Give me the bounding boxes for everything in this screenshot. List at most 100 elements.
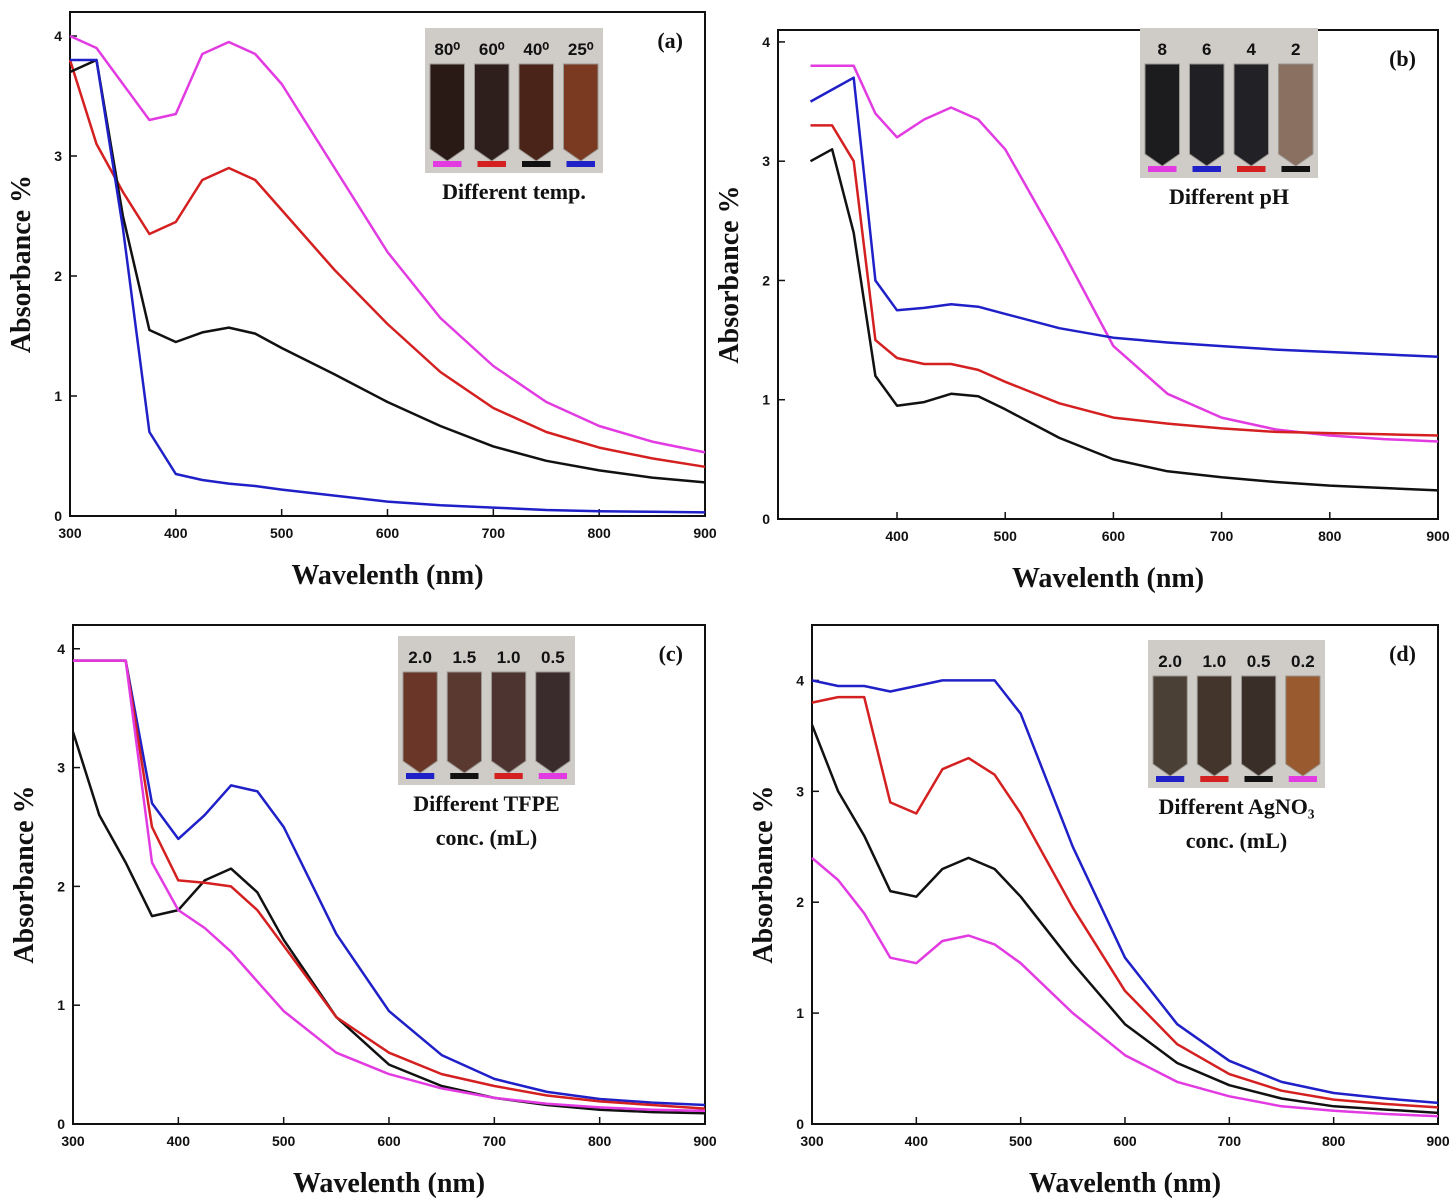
legend-label: 4	[1247, 40, 1257, 59]
spectrum-line	[70, 58, 706, 514]
vial	[1196, 675, 1232, 777]
y-tick-label: 1	[57, 997, 65, 1013]
x-tick-label: 700	[1218, 1133, 1242, 1149]
x-tick-label: 800	[1322, 1133, 1346, 1149]
vial	[1233, 63, 1269, 167]
x-axis-label: Wavelenth (nm)	[293, 1168, 485, 1199]
x-tick-label: 300	[61, 1133, 85, 1149]
plot-frame	[72, 624, 706, 1125]
legend-label: 60⁰	[479, 40, 505, 59]
spectrum-line	[73, 659, 706, 1113]
spectrum-line	[810, 64, 1439, 443]
spectrum-line	[71, 731, 706, 1115]
y-tick-label: 2	[796, 894, 804, 910]
y-tick-label: 0	[796, 1116, 804, 1132]
y-tick-label: 4	[762, 34, 770, 50]
x-tick-label: 800	[1318, 528, 1342, 544]
legend-label: 1.0	[1203, 652, 1227, 671]
panel-label: (c)	[659, 641, 683, 666]
x-tick-label: 800	[587, 525, 611, 541]
vial	[1241, 675, 1277, 777]
legend-swatch	[433, 161, 462, 167]
vial	[563, 63, 599, 162]
legend-label: 1.5	[453, 648, 477, 667]
legend-label: 80⁰	[434, 40, 460, 59]
spectrum-line	[809, 148, 1439, 492]
inset-caption: Different pH	[1169, 184, 1289, 209]
legend-label: 1.0	[497, 648, 521, 667]
panel-label: (d)	[1389, 641, 1416, 666]
x-tick-label: 500	[994, 528, 1018, 544]
x-tick-label: 700	[483, 1133, 507, 1149]
legend-label: 2.0	[408, 648, 432, 667]
legend-label: 6	[1202, 40, 1211, 59]
y-tick-label: 2	[54, 268, 62, 284]
spectrum-line	[68, 59, 706, 469]
panel-label: (a)	[657, 28, 683, 53]
spectrum-line	[809, 76, 1439, 359]
vial	[429, 63, 465, 162]
legend-label: 25⁰	[568, 40, 594, 59]
y-tick-label: 2	[57, 878, 65, 894]
legend-label: 0.2	[1291, 652, 1315, 671]
y-tick-label: 4	[796, 672, 804, 688]
y-axis-label: Absorbance %	[748, 785, 779, 963]
spectrum-line	[73, 659, 706, 1107]
vial	[1152, 675, 1188, 777]
plot-frame	[69, 11, 706, 517]
y-axis-label: Absorbance %	[9, 785, 40, 963]
x-tick-label: 600	[376, 525, 400, 541]
legend-label: 40⁰	[523, 40, 549, 59]
spectrum-line	[811, 695, 1439, 1109]
vial	[535, 671, 571, 774]
y-tick-label: 3	[762, 153, 770, 169]
legend-swatch	[1244, 776, 1273, 782]
y-tick-label: 0	[54, 508, 62, 524]
x-tick-label: 700	[1210, 528, 1234, 544]
x-tick-label: 400	[905, 1133, 929, 1149]
vial	[1278, 63, 1314, 167]
legend-swatch	[1200, 776, 1229, 782]
legend-label: 2.0	[1158, 652, 1182, 671]
panel-label: (b)	[1389, 46, 1416, 71]
spectrum-line	[811, 679, 1439, 1105]
y-tick-label: 3	[796, 783, 804, 799]
y-tick-label: 1	[796, 1005, 804, 1021]
spectrum-line	[73, 659, 706, 1110]
inset-caption: Different TFPE	[413, 791, 559, 816]
x-tick-label: 300	[58, 525, 82, 541]
vial	[1285, 675, 1321, 777]
inset-caption: Different temp.	[442, 179, 586, 204]
legend-swatch	[1156, 776, 1185, 782]
x-axis-label: Wavelenth (nm)	[1029, 1168, 1221, 1199]
spectrum-line	[810, 724, 1439, 1115]
x-tick-label: 900	[693, 1133, 717, 1149]
spectrum-line	[69, 58, 706, 484]
y-tick-label: 3	[57, 760, 65, 776]
y-tick-label: 1	[762, 392, 770, 408]
legend-swatch	[522, 161, 551, 167]
x-tick-label: 400	[164, 525, 188, 541]
vial	[402, 671, 438, 774]
legend-swatch	[1237, 166, 1266, 172]
legend-swatch	[566, 161, 595, 167]
vial	[474, 63, 510, 162]
x-tick-label: 800	[588, 1133, 612, 1149]
vial	[446, 671, 482, 774]
legend-swatch	[1288, 776, 1317, 782]
x-tick-label: 700	[482, 525, 506, 541]
legend-swatch	[1192, 166, 1221, 172]
legend-swatch	[1281, 166, 1310, 172]
x-tick-label: 300	[800, 1133, 824, 1149]
spectrum-line	[811, 856, 1439, 1118]
x-tick-label: 600	[377, 1133, 401, 1149]
inset-caption: conc. (mL)	[1186, 828, 1287, 853]
vial	[1189, 63, 1225, 167]
legend-label: 0.5	[541, 648, 565, 667]
legend-swatch	[1148, 166, 1177, 172]
x-tick-label: 900	[1426, 528, 1450, 544]
inset-caption: conc. (mL)	[436, 825, 537, 850]
legend-swatch	[494, 773, 523, 779]
x-tick-label: 500	[270, 525, 294, 541]
